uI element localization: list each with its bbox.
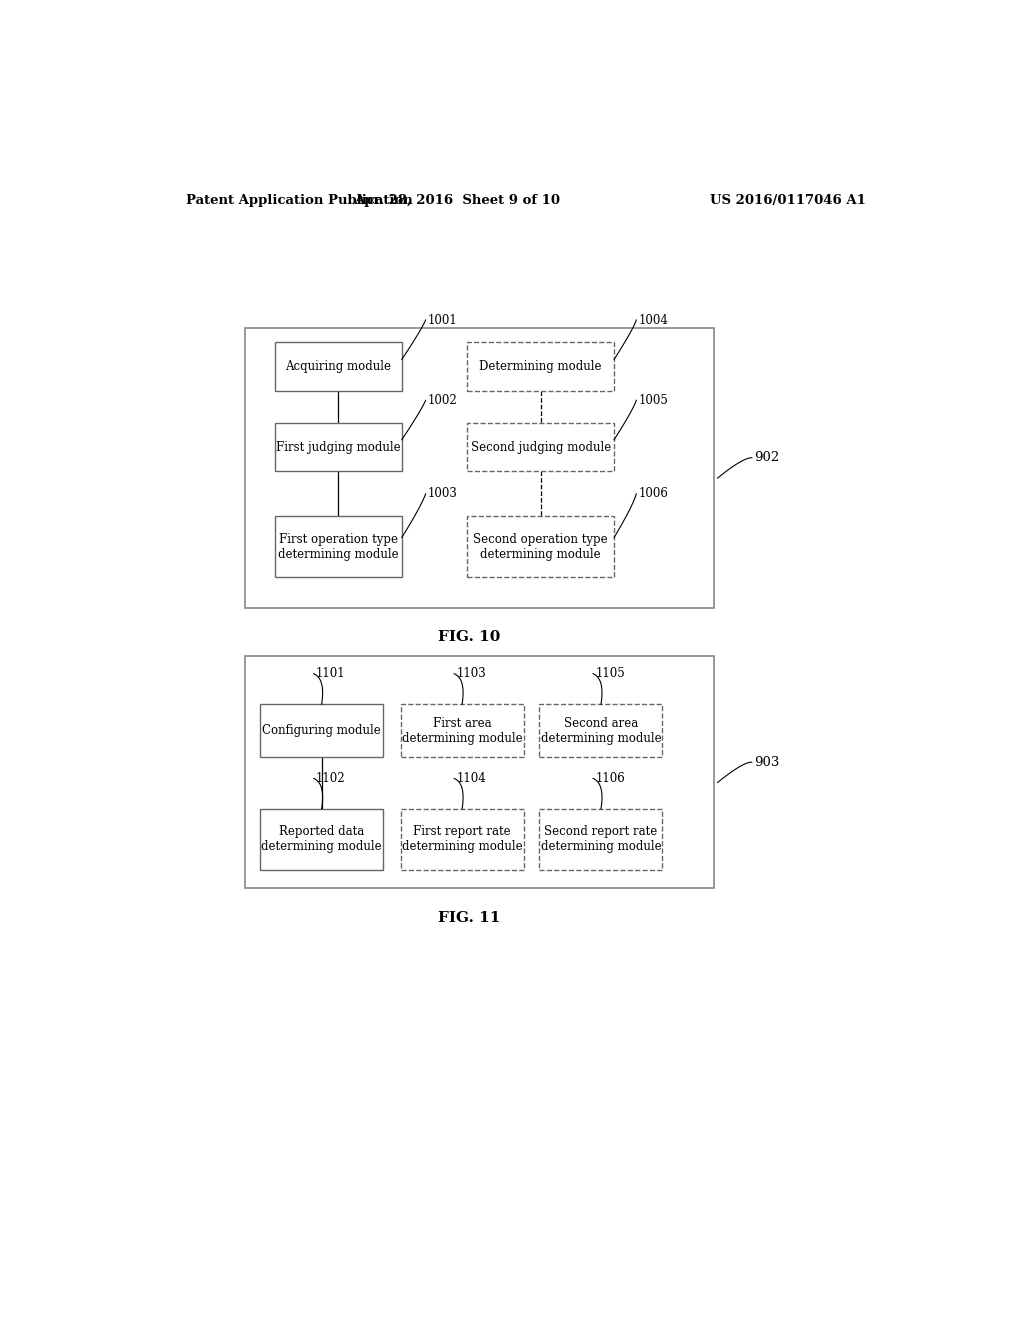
Bar bbox=[400, 809, 523, 870]
Text: 1104: 1104 bbox=[457, 772, 486, 785]
Text: 903: 903 bbox=[754, 755, 779, 768]
Text: 1101: 1101 bbox=[316, 667, 346, 680]
Text: Second operation type
determining module: Second operation type determining module bbox=[473, 533, 608, 561]
Text: Patent Application Publication: Patent Application Publication bbox=[186, 194, 413, 206]
Bar bbox=[540, 809, 663, 870]
Bar bbox=[400, 704, 523, 758]
Bar bbox=[467, 342, 614, 391]
Bar bbox=[467, 516, 614, 577]
Text: First judging module: First judging module bbox=[276, 441, 400, 454]
Text: Second area
determining module: Second area determining module bbox=[541, 717, 662, 744]
Text: Apr. 28, 2016  Sheet 9 of 10: Apr. 28, 2016 Sheet 9 of 10 bbox=[354, 194, 560, 206]
Text: Configuring module: Configuring module bbox=[262, 725, 381, 737]
Text: FIG. 11: FIG. 11 bbox=[438, 911, 501, 924]
Text: FIG. 10: FIG. 10 bbox=[438, 630, 501, 644]
Text: Second judging module: Second judging module bbox=[471, 441, 610, 454]
Bar bbox=[260, 704, 383, 758]
Text: Acquiring module: Acquiring module bbox=[286, 360, 391, 374]
Bar bbox=[274, 422, 401, 471]
Text: 1003: 1003 bbox=[428, 487, 458, 500]
Text: Second report rate
determining module: Second report rate determining module bbox=[541, 825, 662, 854]
Text: 1001: 1001 bbox=[428, 314, 458, 326]
Text: First operation type
determining module: First operation type determining module bbox=[278, 533, 398, 561]
Text: 1002: 1002 bbox=[428, 393, 458, 407]
Bar bbox=[274, 516, 401, 577]
Text: First area
determining module: First area determining module bbox=[401, 717, 522, 744]
Text: 1106: 1106 bbox=[595, 772, 626, 785]
Bar bbox=[246, 656, 714, 888]
Text: 1105: 1105 bbox=[595, 667, 626, 680]
Text: Determining module: Determining module bbox=[479, 360, 602, 374]
Text: 1102: 1102 bbox=[316, 772, 346, 785]
Bar bbox=[260, 809, 383, 870]
Text: 1103: 1103 bbox=[457, 667, 486, 680]
Bar bbox=[246, 329, 714, 607]
Text: 902: 902 bbox=[754, 451, 779, 465]
Text: First report rate
determining module: First report rate determining module bbox=[401, 825, 522, 854]
Bar bbox=[274, 342, 401, 391]
Text: US 2016/0117046 A1: US 2016/0117046 A1 bbox=[711, 194, 866, 206]
Bar bbox=[540, 704, 663, 758]
Text: 1004: 1004 bbox=[639, 314, 669, 326]
Text: Reported data
determining module: Reported data determining module bbox=[261, 825, 382, 854]
Bar bbox=[467, 422, 614, 471]
Text: 1005: 1005 bbox=[639, 393, 669, 407]
Text: 1006: 1006 bbox=[639, 487, 669, 500]
